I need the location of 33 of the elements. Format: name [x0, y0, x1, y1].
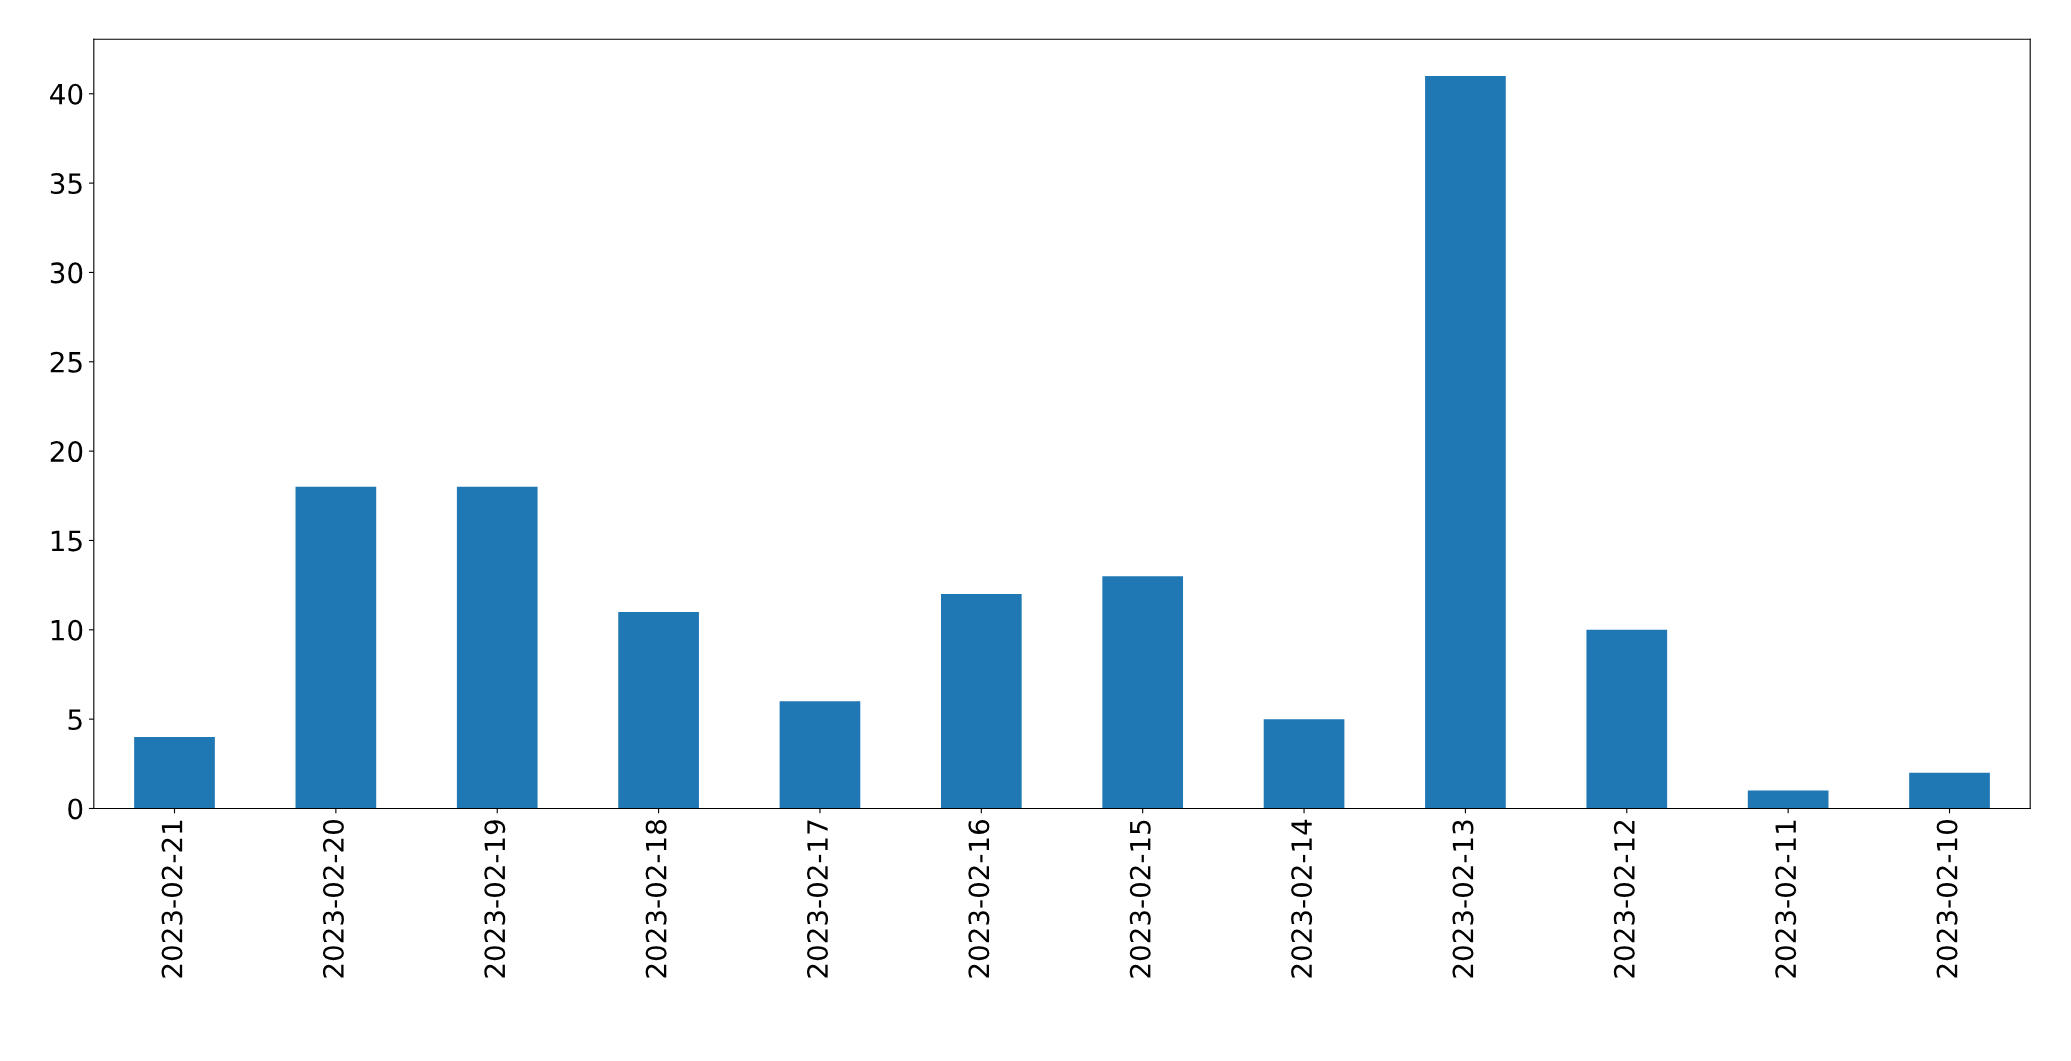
bar [1425, 75, 1506, 809]
x-tick-label: 2023-02-20 [322, 820, 344, 978]
y-tick-label: 35 [50, 173, 82, 195]
x-tick-label: 2023-02-16 [968, 819, 990, 978]
bar [940, 594, 1022, 809]
bar [1747, 790, 1829, 809]
x-tick-label: 2023-02-18 [645, 820, 667, 978]
y-tick-label: 0 [68, 798, 83, 820]
x-tick-label: 2023-02-11 [1775, 820, 1797, 978]
x-tick-label: 2023-02-10 [1936, 820, 1958, 978]
x-tick-label: 2023-02-13 [1452, 820, 1474, 978]
bar [134, 737, 215, 809]
y-tick-label: 10 [51, 619, 83, 641]
bar [618, 611, 699, 809]
bar [779, 701, 861, 809]
x-tick-label: 2023-02-21 [161, 820, 183, 978]
x-tick-label: 2023-02-15 [1129, 820, 1151, 978]
bar [1263, 719, 1345, 809]
y-tick-label: 40 [50, 83, 83, 105]
y-tick-label: 20 [50, 441, 83, 463]
y-tick-label: 15 [51, 530, 82, 552]
bar [1586, 629, 1668, 809]
y-tick-label: 25 [50, 351, 82, 373]
bar [295, 486, 377, 809]
x-tick-label: 2023-02-12 [1613, 820, 1635, 978]
bar [456, 486, 538, 809]
y-tick-label: 5 [68, 709, 82, 731]
x-tick-label: 2023-02-17 [807, 820, 829, 978]
bar [1102, 576, 1184, 809]
x-tick-label: 2023-02-19 [484, 820, 506, 978]
bar [1909, 772, 1990, 809]
x-tick-label: 2023-02-14 [1291, 819, 1313, 978]
y-tick-label: 30 [50, 262, 83, 284]
